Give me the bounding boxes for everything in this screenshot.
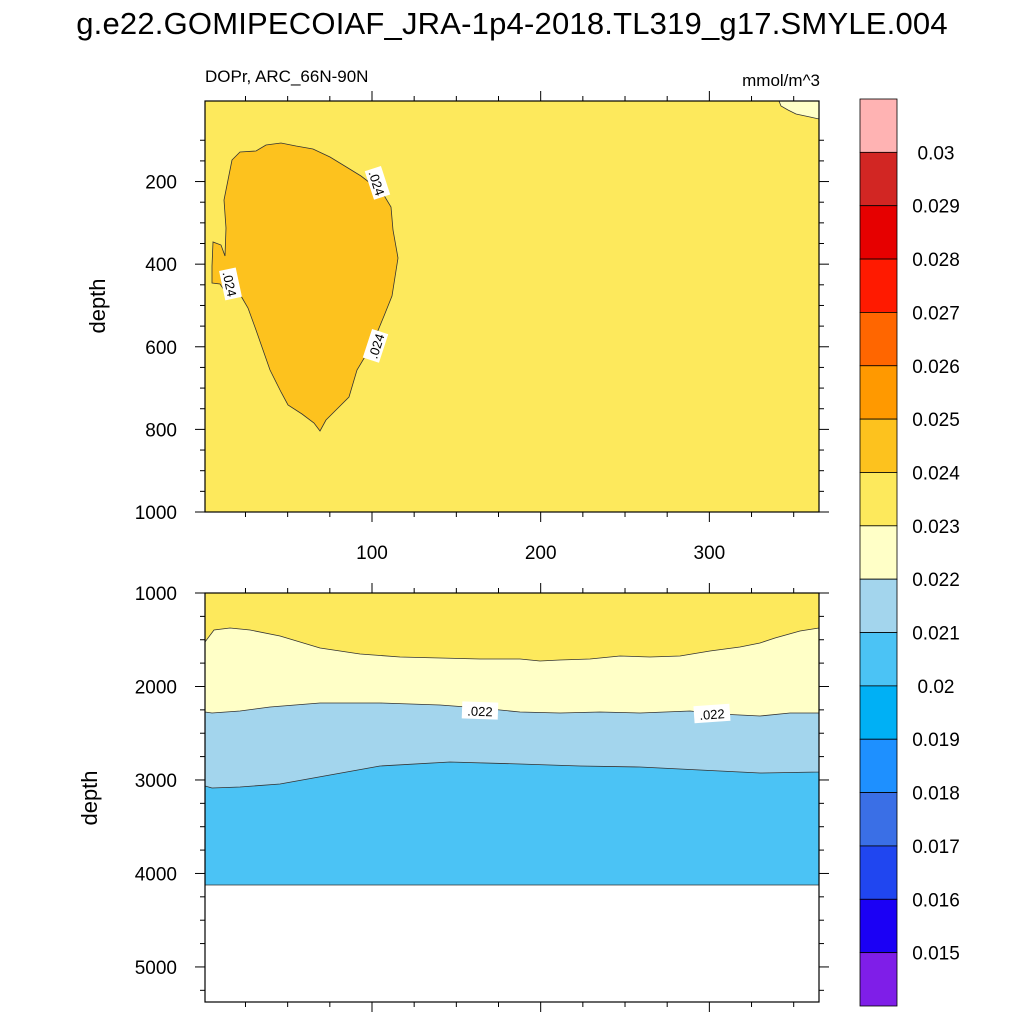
svg-text:.024: .024 xyxy=(220,270,240,298)
band-023-024 xyxy=(205,593,819,662)
colorbar-swatch xyxy=(859,418,898,473)
colorbar-label: 0.015 xyxy=(912,944,960,965)
colorbar-swatch xyxy=(859,685,898,740)
y-tick-label: 5000 xyxy=(135,958,177,979)
upper-panel: 200 400 600 800 1000 100 200 300 depth .024 .02… xyxy=(85,91,829,564)
colorbar-swatch xyxy=(859,472,898,527)
colorbar-swatch xyxy=(859,845,898,900)
units-label: mmol/m^3 xyxy=(742,71,820,90)
colorbar-label: 0.021 xyxy=(912,624,960,645)
contour-region-022-corner xyxy=(778,101,819,120)
colorbar-swatch xyxy=(859,952,898,1007)
x-tick-label: 200 xyxy=(525,543,557,564)
colorbar-label: 0.023 xyxy=(912,517,960,538)
colorbar-label: 0.027 xyxy=(912,303,960,324)
lower-ylabel: depth xyxy=(77,770,102,825)
colorbar-label: 0.019 xyxy=(912,730,960,751)
colorbar-label: 0.018 xyxy=(912,784,960,805)
contour-label: .024 xyxy=(219,267,242,301)
colorbar-label: 0.02 xyxy=(918,677,955,698)
colorbar-swatch xyxy=(859,312,898,367)
y-tick-label: 200 xyxy=(145,173,177,194)
colorbar-swatch xyxy=(859,365,898,420)
contour-region-024 xyxy=(211,142,399,432)
y-tick-label: 400 xyxy=(145,255,177,276)
colorbar-label: 0.028 xyxy=(912,250,960,271)
lower-plot-frame xyxy=(204,592,820,1003)
upper-plot-frame xyxy=(204,100,820,513)
y-tick-label: 1000 xyxy=(135,503,177,524)
svg-text:.024: .024 xyxy=(365,332,387,361)
no-data-region xyxy=(205,885,819,1002)
colorbar-swatch xyxy=(859,525,898,580)
colorbar-swatch xyxy=(859,792,898,847)
contour-label: .024 xyxy=(362,328,389,363)
lower-panel: 1000 2000 3000 4000 5000 depth .022 .022 xyxy=(77,583,829,1012)
svg-text:.022: .022 xyxy=(467,704,493,720)
colorbar-swatch xyxy=(859,632,898,687)
colorbar-swatch xyxy=(859,205,898,260)
y-tick-label: 1000 xyxy=(135,584,177,605)
contour-label: .022 xyxy=(461,701,499,720)
colorbar-swatch xyxy=(859,151,898,207)
upper-ylabel: depth xyxy=(85,278,110,333)
lower-ticks: 1000 2000 3000 4000 5000 xyxy=(135,583,829,1012)
x-tick-label: 100 xyxy=(356,543,388,564)
figure-title: g.e22.GOMIPECOIAF_JRA-1p4-2018.TL319_g17… xyxy=(76,6,948,41)
colorbar-swatch xyxy=(859,98,898,153)
colorbar-swatch xyxy=(859,738,898,793)
colorbar-swatch xyxy=(859,578,898,633)
colorbar-label: 0.022 xyxy=(912,570,960,591)
contour-label: .024 xyxy=(364,165,391,200)
colorbar-label: 0.017 xyxy=(912,837,960,858)
colorbar-swatch xyxy=(859,898,898,954)
y-tick-label: 600 xyxy=(145,338,177,359)
colorbar-label: 0.016 xyxy=(912,890,960,911)
x-tick-label: 300 xyxy=(694,543,726,564)
variable-region-label: DOPr, ARC_66N-90N xyxy=(205,67,368,86)
y-tick-label: 800 xyxy=(145,420,177,441)
svg-text:.022: .022 xyxy=(699,706,725,723)
y-tick-label: 4000 xyxy=(135,864,177,885)
svg-text:.024: .024 xyxy=(365,169,387,198)
colorbar: 0.03 0.029 0.028 0.027 0.026 0.025 0.024 0.023 0… xyxy=(859,98,960,1007)
colorbar-label: 0.03 xyxy=(918,143,955,164)
y-tick-label: 2000 xyxy=(135,677,177,698)
colorbar-label: 0.025 xyxy=(912,410,960,431)
upper-ticks: 200 400 600 800 1000 100 200 300 xyxy=(135,91,829,564)
colorbar-label: 0.029 xyxy=(912,197,960,218)
colorbar-label: 0.026 xyxy=(912,357,960,378)
y-tick-label: 3000 xyxy=(135,771,177,792)
colorbar-swatch xyxy=(859,258,898,313)
colorbar-label: 0.024 xyxy=(912,463,960,484)
contour-label: .022 xyxy=(693,703,731,724)
